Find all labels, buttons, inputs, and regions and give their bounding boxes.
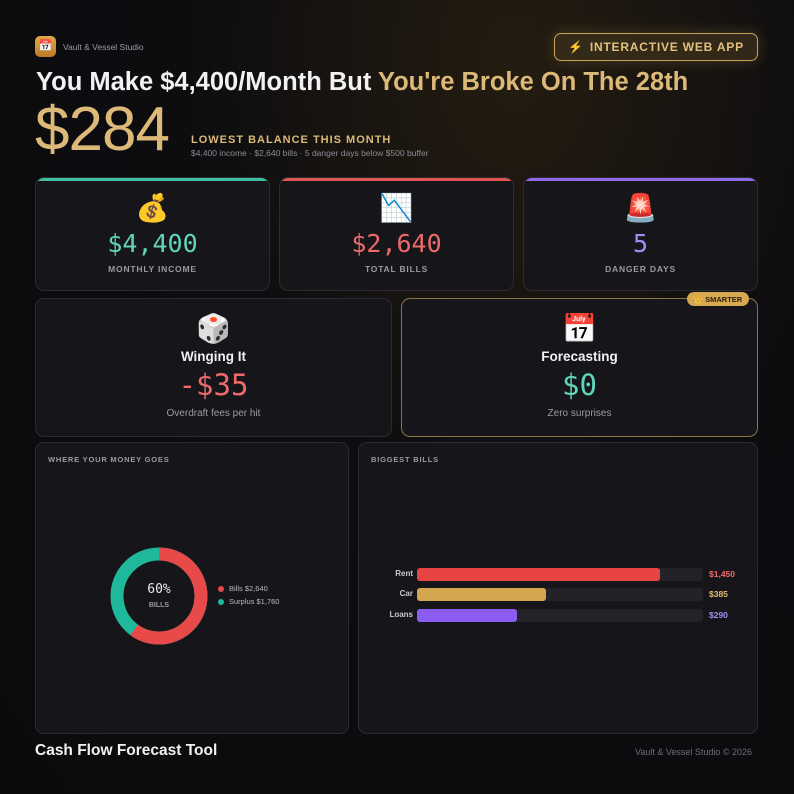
legend-label: Surplus $1,760 — [229, 597, 280, 606]
panel-title: BIGGEST BILLS — [371, 455, 439, 464]
donut-chart: 60% BILLS — [110, 547, 208, 645]
bar-track — [417, 568, 703, 581]
stat-accent-bar — [280, 178, 513, 181]
card-title: Winging It — [180, 349, 247, 364]
panel-title: WHERE YOUR MONEY GOES — [48, 455, 170, 464]
page-headline: You Make $4,400/Month But You're Broke O… — [36, 68, 688, 97]
stat-card-income: 💰 $4,400 MONTHLY INCOME — [35, 177, 270, 291]
stat-accent-bar — [524, 178, 757, 181]
donut-center-label: BILLS — [149, 602, 170, 609]
stat-label: TOTAL BILLS — [364, 264, 429, 274]
stat-card-bills: 📉 $2,640 TOTAL BILLS — [279, 177, 514, 291]
chart-down-icon: 📉 — [379, 193, 414, 223]
headline-part1: You Make $4,400/Month But — [36, 68, 378, 96]
stat-value: $2,640 — [351, 229, 442, 258]
money-distribution-panel: WHERE YOUR MONEY GOES 60% BILLS Bills $2… — [35, 442, 349, 734]
bar-fill — [417, 568, 661, 581]
bar-value: $1,450 — [709, 569, 735, 579]
bill-bar-rent: Rent $1,450 — [359, 568, 757, 582]
card-value: $0 — [562, 368, 597, 402]
interactive-web-app-button[interactable]: ⚡ INTERACTIVE WEB APP — [554, 33, 758, 61]
lowest-balance-subtitle: $4,400 income · $2,640 bills · 5 danger … — [191, 148, 429, 158]
bar-label: Rent — [395, 569, 413, 578]
lightning-icon: ⚡ — [568, 40, 584, 54]
forecasting-card[interactable]: 📅 Forecasting $0 Zero surprises — [401, 298, 758, 437]
stat-card-danger-days: 🚨 5 DANGER DAYS — [523, 177, 758, 291]
legend-dot — [218, 598, 224, 605]
calendar-logo-icon: 📅 — [35, 36, 56, 57]
legend-item-bills: Bills $2,640 — [218, 582, 279, 595]
bar-track — [417, 609, 703, 622]
smarter-label: SMARTER — [705, 294, 743, 304]
card-title: Forecasting — [541, 349, 618, 364]
calendar-icon: 📅 — [562, 313, 597, 344]
footer-title: Cash Flow Forecast Tool — [35, 742, 218, 759]
donut-bills-segment — [110, 547, 208, 645]
crown-icon: 👑 — [693, 294, 704, 304]
stat-accent-bar — [36, 178, 269, 181]
donut-center-value: 60% — [147, 582, 171, 597]
brand: 📅 Vault & Vessel Studio — [35, 36, 144, 57]
winging-it-card[interactable]: 🎲 Winging It -$35 Overdraft fees per hit — [35, 298, 392, 437]
bill-bar-loans: Loans $290 — [359, 609, 757, 623]
lowest-balance-amount: $284 — [35, 95, 170, 164]
badge-label: INTERACTIVE WEB APP — [589, 40, 744, 54]
headline-accent: You're Broke On The 28th — [377, 68, 689, 96]
money-bag-icon: 💰 — [135, 193, 170, 223]
bar-fill — [417, 588, 546, 601]
bar-value: $290 — [709, 610, 728, 620]
legend-item-surplus: Surplus $1,760 — [218, 595, 279, 608]
card-note: Overdraft fees per hit — [166, 408, 261, 419]
stat-label: DANGER DAYS — [605, 264, 676, 274]
brand-name: Vault & Vessel Studio — [63, 41, 144, 52]
bar-label: Loans — [389, 610, 413, 619]
stat-label: MONTHLY INCOME — [108, 264, 197, 274]
donut-legend: Bills $2,640 Surplus $1,760 — [218, 582, 279, 608]
bar-fill — [417, 609, 518, 622]
biggest-bills-panel: BIGGEST BILLS Rent $1,450 Car $385 Loans… — [358, 442, 758, 734]
siren-icon: 🚨 — [623, 193, 658, 223]
bar-track — [417, 588, 703, 601]
footer-copyright: Vault & Vessel Studio © 2026 — [635, 747, 753, 757]
stat-value: 5 — [632, 229, 649, 258]
card-note: Zero surprises — [547, 408, 612, 419]
lowest-balance-title: LOWEST BALANCE THIS MONTH — [191, 134, 392, 146]
smarter-badge: 👑 SMARTER — [687, 292, 749, 306]
bar-label: Car — [399, 589, 413, 598]
bill-bar-car: Car $385 — [359, 588, 757, 602]
legend-label: Bills $2,640 — [229, 584, 268, 593]
card-value: -$35 — [178, 368, 249, 402]
stat-value: $4,400 — [107, 229, 198, 258]
legend-dot — [218, 585, 224, 592]
dice-icon: 🎲 — [196, 313, 231, 344]
bar-value: $385 — [709, 589, 728, 599]
